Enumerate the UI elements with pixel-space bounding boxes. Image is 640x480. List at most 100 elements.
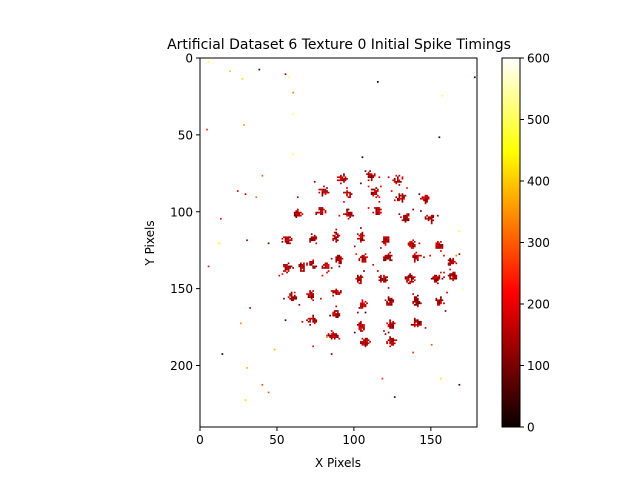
heatmap-cell (298, 213, 301, 215)
heatmap-cell (380, 280, 382, 283)
heatmap-cell (393, 177, 396, 180)
heatmap-cell (320, 208, 322, 211)
heatmap-cell (389, 327, 391, 329)
heatmap-cell (424, 327, 427, 329)
heatmap-cell (396, 179, 399, 182)
heatmap-cell (392, 322, 395, 325)
heatmap-cell (426, 197, 428, 200)
heatmap-cell (452, 259, 455, 262)
heatmap-cell (330, 336, 333, 338)
heatmap-cell (361, 304, 364, 306)
heatmap-cell (364, 311, 367, 314)
heatmap-cell (244, 399, 247, 402)
heatmap-cell (430, 217, 433, 220)
heatmap-cell (360, 340, 362, 343)
heatmap-cell (349, 216, 351, 219)
heatmap-cell (455, 276, 458, 279)
heatmap-cell (326, 271, 328, 274)
heatmap-cell (330, 333, 333, 335)
heatmap-cell (286, 265, 288, 268)
heatmap-cell (367, 207, 370, 209)
heatmap-cell (343, 200, 345, 203)
heatmap-cell (356, 311, 359, 314)
heatmap-cell (303, 270, 305, 272)
heatmap-cell (283, 265, 285, 268)
heatmap-cell (423, 199, 425, 202)
heatmap-cell (287, 240, 290, 243)
heatmap-cell (438, 244, 441, 246)
heatmap-cell (355, 253, 358, 255)
heatmap-cell (315, 319, 318, 322)
heatmap-cell (309, 294, 311, 297)
heatmap-cell (370, 191, 373, 194)
heatmap-cell (290, 239, 293, 242)
heatmap-cell (293, 294, 296, 297)
heatmap-cell (335, 288, 338, 291)
heatmap-cell (420, 210, 422, 212)
heatmap-cell (416, 319, 419, 322)
heatmap-cell (384, 280, 387, 283)
heatmap-cell (246, 367, 248, 369)
heatmap-cell (438, 242, 441, 245)
heatmap-cell (353, 245, 356, 248)
heatmap-cell (347, 214, 350, 217)
heatmap-cell (321, 207, 324, 209)
heatmap-cell (349, 214, 351, 217)
heatmap-cell (389, 340, 391, 343)
heatmap-cell (406, 279, 408, 282)
heatmap-cell (301, 213, 304, 215)
heatmap-cell (383, 242, 385, 245)
heatmap-cell (346, 213, 348, 215)
heatmap-cell (390, 254, 393, 257)
heatmap-cell (292, 267, 295, 269)
heatmap-cell (363, 304, 365, 306)
heatmap-cell (344, 179, 347, 182)
heatmap-cell (416, 304, 419, 306)
heatmap-cell (293, 291, 296, 294)
heatmap-cell (349, 213, 351, 215)
heatmap-cell (360, 320, 362, 323)
heatmap-cell (358, 257, 361, 260)
heatmap-cell (427, 217, 430, 220)
heatmap-cell (401, 193, 404, 195)
heatmap-cell (436, 247, 439, 249)
heatmap-cell (335, 256, 338, 259)
heatmap-cell (378, 196, 381, 199)
heatmap-cell (327, 265, 330, 268)
heatmap-cell (409, 245, 411, 248)
heatmap-cell (315, 320, 318, 323)
heatmap-cell (375, 208, 378, 211)
heatmap-cell (306, 264, 308, 266)
heatmap-cell (443, 276, 445, 279)
heatmap-cell (415, 297, 418, 300)
heatmap-cell (335, 236, 338, 239)
heatmap-cell (298, 265, 301, 268)
heatmap-cell (366, 340, 368, 343)
heatmap-cell (430, 214, 433, 217)
heatmap-cell (378, 276, 381, 279)
heatmap-cell (320, 213, 322, 215)
heatmap-cell (433, 280, 436, 283)
y-axis-label: Y Pixels (143, 220, 157, 266)
heatmap-cell (440, 244, 442, 246)
heatmap-cell (452, 260, 455, 263)
heatmap-cell (361, 237, 364, 240)
heatmap-cell (350, 213, 353, 215)
heatmap-cell (372, 176, 375, 179)
heatmap-cell (261, 174, 264, 177)
heatmap-cell (440, 299, 442, 302)
heatmap-cell (373, 190, 376, 192)
plot-frame (199, 57, 478, 428)
heatmap-cell (383, 277, 385, 280)
heatmap-cell (335, 291, 338, 294)
heatmap-cell (413, 253, 416, 255)
heatmap-cell (383, 240, 385, 243)
heatmap-cell (378, 279, 381, 282)
heatmap-cell (410, 247, 413, 249)
heatmap-cell (367, 176, 370, 179)
heatmap-cell (335, 290, 338, 292)
heatmap-cell (324, 188, 327, 191)
heatmap-cell (427, 196, 430, 199)
heatmap-cell (455, 254, 458, 257)
heatmap-cell (398, 196, 401, 199)
